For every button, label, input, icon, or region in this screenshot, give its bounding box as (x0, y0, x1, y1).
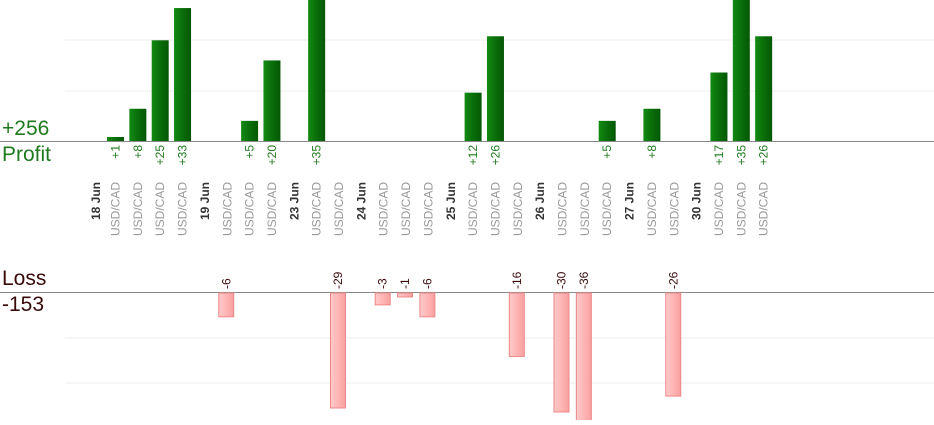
profit-value-label: +8 (645, 145, 659, 159)
symbol-label: USD/CAD (176, 182, 190, 236)
loss-value-label: -30 (555, 271, 569, 289)
profit-bar (732, 0, 750, 141)
profit-value-label: +5 (243, 145, 257, 159)
profit-bar (151, 40, 169, 141)
profit-total: +256 (2, 117, 50, 140)
symbol-label: USD/CAD (399, 182, 413, 236)
profit-value-label: +1 (109, 145, 123, 159)
loss-bar (553, 292, 570, 413)
loss-bar (330, 292, 346, 409)
profit-bar (129, 108, 147, 141)
loss-bar (665, 292, 682, 397)
date-label: 25 Jun (444, 182, 458, 220)
date-label: 24 Jun (354, 182, 368, 220)
loss-bar (397, 292, 414, 298)
profit-value-label: +25 (153, 145, 167, 166)
profit-bar (643, 108, 661, 141)
symbol-label: USD/CAD (556, 182, 570, 236)
profit-bar (263, 60, 281, 141)
date-label: 18 Jun (89, 182, 103, 220)
loss-bar (508, 292, 525, 357)
loss-value-label: -6 (219, 278, 233, 289)
profit-bar (308, 0, 326, 141)
profit-bar (174, 8, 192, 141)
loss-value-label: -6 (420, 278, 434, 289)
loss-label: Loss (2, 267, 47, 290)
profit-bar (241, 120, 259, 141)
symbol-label: USD/CAD (109, 182, 123, 236)
symbol-label: USD/CAD (734, 182, 748, 236)
date-label: 30 Jun (690, 182, 704, 220)
symbol-label: USD/CAD (421, 182, 435, 236)
loss-value-label: -36 (577, 271, 591, 289)
symbol-label: USD/CAD (488, 182, 502, 236)
profit-bar (464, 92, 482, 141)
symbol-label: USD/CAD (667, 182, 681, 236)
symbol-label: USD/CAD (243, 182, 257, 236)
symbol-label: USD/CAD (220, 182, 234, 236)
symbol-label: USD/CAD (377, 182, 391, 236)
profit-value-label: +33 (176, 145, 190, 166)
profit-value-label: +35 (310, 145, 324, 166)
loss-value-label: -3 (376, 278, 390, 289)
loss-value-label: -1 (398, 278, 412, 289)
date-label: 23 Jun (287, 182, 301, 220)
profit-bar (107, 136, 124, 141)
symbol-label: USD/CAD (466, 182, 480, 236)
profit-bar (710, 72, 728, 141)
symbol-label: USD/CAD (332, 182, 346, 236)
symbol-label: USD/CAD (153, 182, 167, 236)
symbol-label: USD/CAD (310, 182, 324, 236)
symbol-label: USD/CAD (131, 182, 145, 236)
loss-bar (218, 292, 235, 318)
profit-value-label: +20 (265, 145, 279, 166)
loss-value-label: -16 (510, 271, 524, 289)
symbol-label: USD/CAD (757, 182, 771, 236)
symbol-label: USD/CAD (578, 182, 592, 236)
profit-value-label: +35 (734, 145, 748, 166)
profit-bar (598, 120, 616, 141)
loss-value-label: -26 (666, 271, 680, 289)
profit-bar (755, 36, 773, 141)
date-label: 26 Jun (533, 182, 547, 220)
symbol-label: USD/CAD (511, 182, 525, 236)
symbol-label: USD/CAD (645, 182, 659, 236)
symbol-label: USD/CAD (600, 182, 614, 236)
symbol-label: USD/CAD (265, 182, 279, 236)
profit-value-label: +12 (466, 145, 480, 166)
date-label: 27 Jun (623, 182, 637, 220)
loss-bar (419, 292, 436, 318)
loss-total: -153 (2, 293, 45, 316)
loss-bar (374, 292, 391, 306)
profit-label: Profit (2, 143, 52, 166)
date-label: 19 Jun (198, 182, 212, 220)
symbol-label: USD/CAD (712, 182, 726, 236)
profit-value-label: +8 (131, 145, 145, 159)
profit-value-label: +26 (488, 145, 502, 166)
profit-bar (486, 36, 504, 141)
loss-bar (575, 292, 592, 425)
profit-value-label: +17 (712, 145, 726, 166)
profit-value-label: +5 (600, 145, 614, 159)
profit-value-label: +26 (757, 145, 771, 166)
loss-value-label: -29 (331, 271, 345, 289)
